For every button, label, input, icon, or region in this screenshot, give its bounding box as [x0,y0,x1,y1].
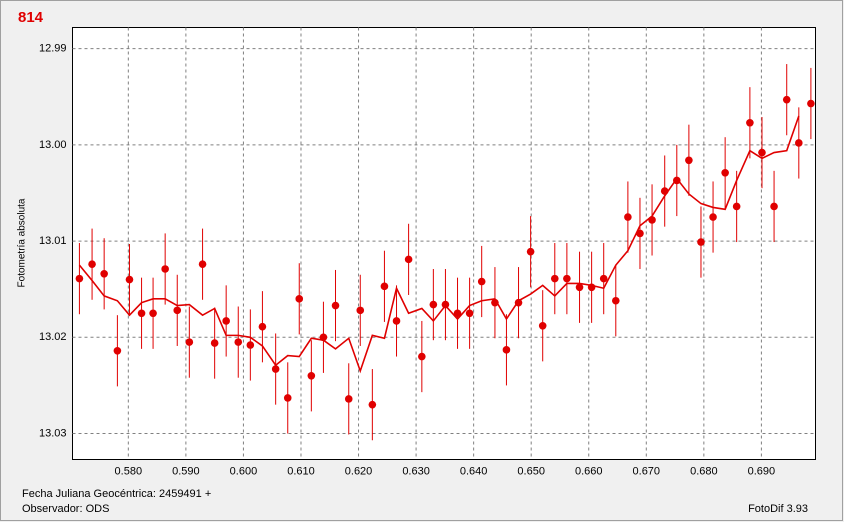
data-point [100,270,108,278]
x-tick-label: 0.640 [460,465,488,477]
x-tick-label: 0.650 [517,465,545,477]
data-point [125,275,134,284]
plot-area [72,27,816,460]
data-point [258,322,267,331]
data-point [356,306,365,315]
data-point [502,346,511,354]
data-point [198,260,207,268]
data-point [538,321,547,330]
data-point [477,277,486,286]
data-point [137,309,146,318]
data-point [418,352,426,361]
x-tick-label: 0.660 [575,465,603,477]
data-point [697,238,705,246]
y-axis-label: Fotometría absoluta [17,198,28,287]
x-tick-label: 0.590 [172,465,200,477]
data-point [795,139,803,147]
data-point [721,168,729,177]
data-point [185,338,194,346]
observer: Observador: ODS [22,503,109,515]
x-tick-label: 0.680 [690,465,718,477]
x-axis-label: Fecha Juliana Geocéntrica: 2459491 + [22,488,211,500]
data-point [173,306,182,315]
data-point [271,365,280,373]
data-point [113,346,122,355]
data-point [429,300,438,309]
y-tick-label: 12.99 [39,43,67,55]
data-point [611,296,620,305]
data-point [344,395,353,403]
data-point [636,229,644,238]
data-point [685,156,693,165]
data-point [307,371,316,380]
y-tick-label: 13.00 [39,139,67,151]
data-point [453,309,462,318]
software: FotoDif 3.93 [748,503,808,515]
data-point [295,295,304,303]
x-tick-label: 0.610 [287,465,315,477]
x-tick-label: 0.620 [345,465,373,477]
data-point [75,274,84,283]
data-point [234,338,243,346]
data-point [599,274,608,283]
data-point [550,274,559,283]
data-point [368,400,377,409]
data-point [465,309,474,318]
data-point [782,95,791,104]
y-tick-label: 13.03 [39,427,67,439]
data-point [161,265,169,273]
data-point [709,213,717,221]
data-point [210,339,219,347]
data-point [807,99,815,108]
data-point [392,317,401,325]
data-point [149,309,157,318]
data-point [575,283,584,292]
data-point [331,301,340,310]
x-tick-label: 0.580 [115,465,143,477]
x-tick-label: 0.630 [402,465,430,477]
data-point [624,213,632,221]
x-tick-label: 0.600 [230,465,258,477]
y-tick-label: 13.01 [39,235,67,247]
data-point [380,282,389,291]
x-tick-label: 0.670 [633,465,661,477]
data-point [404,255,413,264]
data-point [563,274,571,283]
y-tick-label: 13.02 [39,331,67,343]
data-point [770,202,778,211]
data-point [88,260,96,268]
data-point [732,202,741,211]
data-point [746,118,754,127]
data-point [526,247,535,256]
data-point [246,341,255,349]
data-point [283,394,292,402]
chart-title: 814 [18,9,44,26]
data-point [758,148,766,157]
data-point [222,317,230,325]
x-tick-label: 0.690 [748,465,776,477]
trend-line [78,115,800,374]
